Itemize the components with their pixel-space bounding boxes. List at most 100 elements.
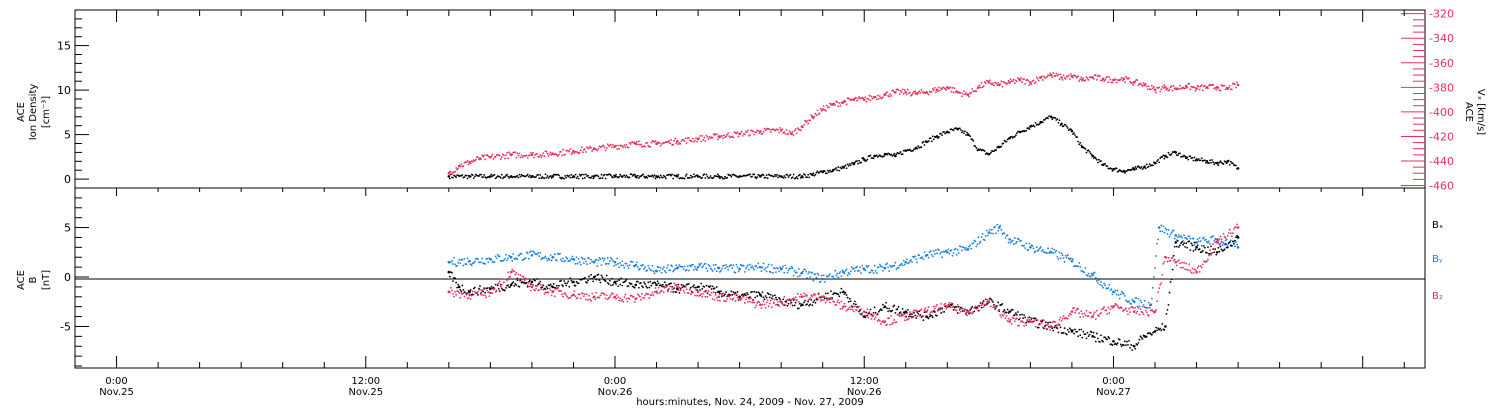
fill-point-velocity: [469, 162, 472, 165]
fill-point-density: [756, 176, 759, 179]
fill-point-by: [689, 265, 692, 268]
fill-point-velocity: [525, 154, 528, 157]
fill-point-velocity: [1037, 79, 1040, 82]
fill-point-velocity: [739, 132, 742, 135]
fill-point-velocity: [518, 152, 521, 155]
fill-point-by: [686, 265, 689, 268]
fill-point-velocity: [519, 156, 522, 159]
fill-point-density: [1100, 160, 1102, 162]
fill-point-by: [954, 247, 957, 250]
fill-point-bz: [658, 292, 661, 294]
fill-point-velocity: [727, 132, 730, 135]
fill-point-density: [559, 176, 561, 179]
legend-bx: Bₓ: [1432, 220, 1443, 231]
fill-point-velocity: [1136, 79, 1139, 82]
fill-point-density: [465, 174, 468, 177]
fill-point-bx: [494, 283, 497, 286]
fill-point-bx: [888, 307, 891, 310]
fill-point-velocity: [488, 156, 491, 158]
fill-point-by: [575, 256, 578, 259]
fill-point-density: [516, 175, 519, 177]
fill-point-bx: [480, 292, 482, 294]
fill-point-density: [1084, 148, 1087, 150]
fill-point-bz: [972, 310, 975, 313]
fill-point-by: [1064, 254, 1067, 257]
fill-point-velocity: [588, 147, 590, 149]
fill-point-by: [620, 264, 623, 267]
fill-point-velocity: [635, 140, 638, 143]
fill-point-by: [1177, 233, 1180, 236]
fill-point-by: [555, 259, 558, 262]
fill-point-bx: [1044, 325, 1046, 327]
fill-point-bx: [710, 288, 713, 290]
fill-point-bz: [507, 271, 509, 274]
fill-point-density: [730, 175, 733, 178]
fill-point-density: [976, 149, 979, 152]
fill-point-bx: [725, 291, 728, 293]
fill-point-density: [473, 175, 476, 178]
fill-point-bx: [1193, 241, 1196, 244]
fill-point-bz: [660, 290, 663, 292]
fill-point-velocity: [592, 148, 595, 151]
fill-point-by: [726, 265, 729, 268]
fill-point-bx: [460, 290, 463, 293]
fill-point-by: [1130, 303, 1133, 305]
fill-point-bx: [1132, 344, 1135, 347]
fill-point-bx: [630, 283, 633, 285]
fill-point-bz: [996, 305, 999, 307]
fill-point-by: [650, 269, 653, 272]
fill-point-density: [558, 174, 560, 177]
fill-point-by: [1012, 243, 1015, 246]
data-point-velocity: [790, 132, 793, 136]
fill-point-bz: [1147, 315, 1150, 317]
fill-point-velocity: [824, 109, 827, 112]
fill-point-by: [951, 254, 954, 257]
fill-point-velocity: [581, 151, 584, 154]
fill-point-bz: [654, 287, 657, 289]
fill-point-bx: [1134, 347, 1137, 350]
fill-point-bx: [1226, 246, 1229, 249]
fill-point-by: [490, 258, 493, 261]
fill-point-by: [481, 257, 483, 260]
fill-point-bx: [873, 306, 876, 309]
fill-point-bx: [1015, 314, 1018, 316]
fill-point-bz: [1159, 283, 1162, 286]
fill-point-bx: [616, 280, 618, 283]
fill-point-bx: [1161, 323, 1164, 325]
fill-point-bx: [969, 309, 972, 311]
fill-point-by: [1006, 234, 1009, 237]
fill-point-by: [582, 262, 585, 265]
fill-point-bx: [745, 292, 748, 294]
fill-point-by: [777, 267, 779, 270]
fill-point-bz: [1150, 308, 1153, 311]
fill-point-velocity: [693, 140, 695, 143]
fill-point-bx: [1138, 338, 1141, 341]
fill-point-density: [931, 135, 934, 138]
fill-point-velocity: [562, 148, 564, 151]
fill-point-velocity: [878, 95, 881, 98]
fill-point-velocity: [1189, 88, 1192, 91]
fill-point-density: [527, 175, 530, 178]
fill-point-bz: [1022, 321, 1025, 324]
fill-point-bz: [473, 290, 476, 293]
fill-point-velocity: [950, 90, 953, 93]
fill-point-velocity: [542, 152, 545, 155]
fill-point-bz: [771, 298, 774, 301]
fill-point-bz: [1059, 316, 1062, 319]
fill-point-by: [472, 262, 475, 264]
fill-point-bz: [1162, 262, 1165, 265]
fill-point-velocity: [570, 153, 573, 156]
fill-point-density: [972, 139, 975, 142]
fill-point-bx: [456, 286, 459, 289]
fill-point-bz: [1110, 305, 1113, 308]
fill-point-bx: [716, 291, 719, 293]
fill-point-velocity: [467, 163, 470, 166]
fill-point-by: [1139, 299, 1142, 302]
fill-point-by: [749, 263, 751, 266]
fill-point-velocity: [763, 127, 766, 130]
fill-point-velocity: [1227, 86, 1230, 89]
fill-point-density: [782, 176, 785, 179]
fill-point-velocity: [992, 82, 994, 85]
fill-point-density: [762, 174, 765, 177]
